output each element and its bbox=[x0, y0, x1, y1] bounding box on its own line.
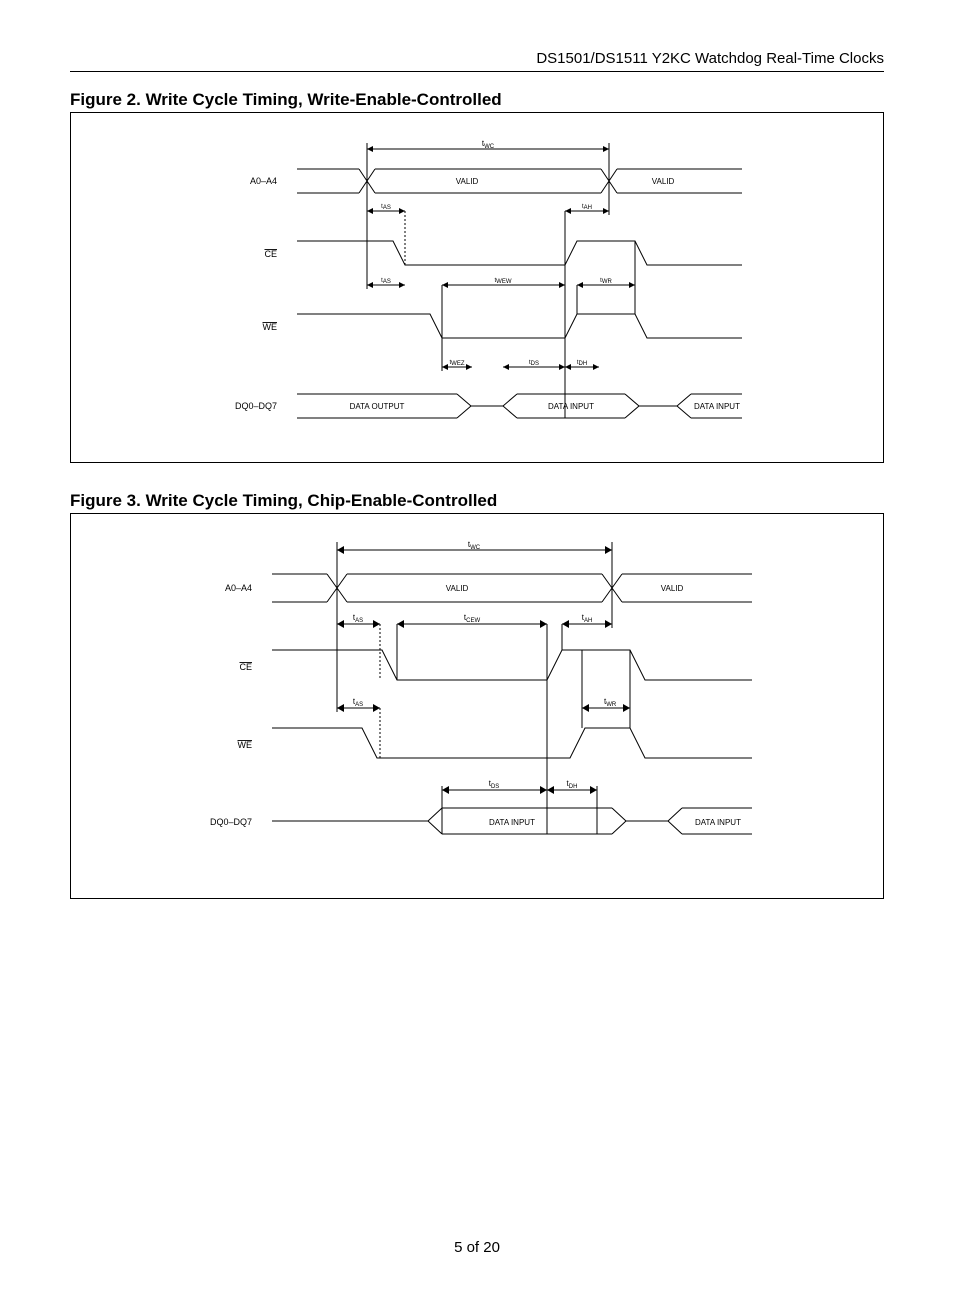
fig2-tdh: tDH bbox=[577, 360, 587, 367]
fig3-valid2: VALID bbox=[661, 584, 684, 593]
fig3-twr: tWR bbox=[604, 697, 617, 708]
figure2-title: Figure 2. Write Cycle Timing, Write-Enab… bbox=[70, 90, 884, 110]
page-number: 5 of 20 bbox=[70, 1239, 884, 1256]
fig2-tas: tAS bbox=[381, 204, 391, 211]
fig2-data-output: DATA OUTPUT bbox=[350, 402, 405, 411]
fig2-data-input1: DATA INPUT bbox=[548, 402, 594, 411]
figure3-frame: A0–A4 VALID VALID tWC tAS bbox=[70, 513, 884, 899]
fig2-addr-label: A0–A4 bbox=[250, 176, 277, 186]
fig3-tas2: tAS bbox=[353, 697, 363, 708]
fig2-tds: tDS bbox=[529, 360, 539, 367]
fig2-we-label: WE bbox=[263, 322, 278, 332]
fig2-twr: tWR bbox=[600, 278, 612, 285]
fig3-valid1: VALID bbox=[446, 584, 469, 593]
fig2-valid2: VALID bbox=[652, 177, 675, 186]
figure2-frame: A0–A4 VALID VALID tWC bbox=[70, 112, 884, 463]
figure3-title: Figure 3. Write Cycle Timing, Chip-Enabl… bbox=[70, 491, 884, 511]
fig2-twew: tWEW bbox=[495, 278, 512, 285]
fig2-twez: tWEZ bbox=[449, 360, 464, 367]
fig3-tas: tAS bbox=[353, 613, 363, 624]
fig3-ce-label: CE bbox=[239, 662, 252, 672]
fig2-data-input2: DATA INPUT bbox=[694, 402, 740, 411]
fig3-data-input2: DATA INPUT bbox=[695, 818, 741, 827]
fig2-twc: tWC bbox=[482, 139, 495, 150]
fig3-we-label: WE bbox=[238, 740, 253, 750]
fig3-dq-label: DQ0–DQ7 bbox=[210, 817, 252, 827]
fig3-tds: tDS bbox=[489, 779, 500, 790]
fig3-data-input1: DATA INPUT bbox=[489, 818, 535, 827]
fig2-tah: tAH bbox=[582, 204, 592, 211]
fig3-tdh: tDH bbox=[567, 779, 578, 790]
fig3-tcew: tCEW bbox=[464, 613, 481, 624]
fig2-tas2: tAS bbox=[381, 278, 391, 285]
figure2-svg: A0–A4 VALID VALID tWC bbox=[177, 131, 787, 436]
fig2-ce-label: CE bbox=[264, 249, 277, 259]
fig3-tah: tAH bbox=[582, 613, 593, 624]
fig3-addr-label: A0–A4 bbox=[225, 583, 252, 593]
fig2-valid1: VALID bbox=[456, 177, 479, 186]
figure3-svg: A0–A4 VALID VALID tWC tAS bbox=[152, 532, 812, 872]
fig3-twc: tWC bbox=[468, 540, 481, 551]
document-header: DS1501/DS1511 Y2KC Watchdog Real-Time Cl… bbox=[70, 50, 884, 72]
fig2-dq-label: DQ0–DQ7 bbox=[235, 401, 277, 411]
